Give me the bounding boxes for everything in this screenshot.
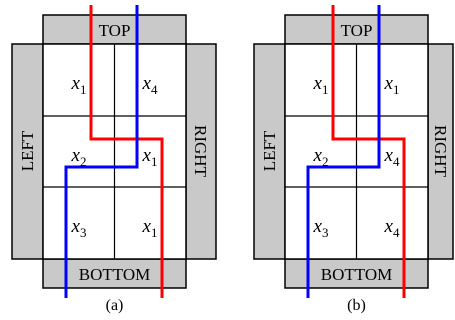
cell-r3c1: x3 [71, 216, 87, 240]
top-side-label: TOP [341, 21, 373, 40]
red-wire [331, 5, 406, 298]
cell-r2c1: x2 [313, 145, 329, 169]
left-side-block [253, 43, 286, 260]
blue-wire [64, 5, 139, 298]
left-side-label: LEFT [18, 130, 37, 171]
left-side-block [11, 43, 44, 260]
diagram-b: TOP LEFT RIGHT BOTTOM x1 x1 x2 x4 x3 x4 … [253, 5, 454, 314]
diagram-a: TOP LEFT RIGHT BOTTOM x1 x4 x2 x1 x3 x1 … [11, 5, 217, 314]
right-side-block [427, 43, 454, 260]
right-side-label: RIGHT [191, 125, 210, 178]
cell-r1c1: x1 [71, 73, 87, 97]
top-side-block [42, 14, 187, 45]
blue-wire [306, 5, 381, 298]
top-side-label: TOP [99, 21, 131, 40]
red-wire [89, 5, 164, 298]
left-side-label: LEFT [260, 130, 279, 171]
cell-r1c1: x1 [313, 73, 329, 97]
cell-r2c1: x2 [71, 145, 87, 169]
cell-r1c2: x1 [384, 73, 400, 97]
caption-a: (a) [106, 297, 124, 314]
bottom-side-label: BOTTOM [321, 265, 392, 284]
right-side-block [185, 43, 217, 260]
cell-r3c1: x3 [313, 216, 329, 240]
cell-r3c2: x4 [384, 216, 400, 240]
bottom-side-label: BOTTOM [79, 265, 150, 284]
cell-r2c2: x1 [142, 145, 158, 169]
cell-r3c2: x1 [142, 216, 158, 240]
cell-r2c2: x4 [384, 145, 400, 169]
caption-b: (b) [347, 297, 366, 314]
cell-r1c2: x4 [142, 73, 158, 97]
right-side-label: RIGHT [431, 125, 450, 178]
